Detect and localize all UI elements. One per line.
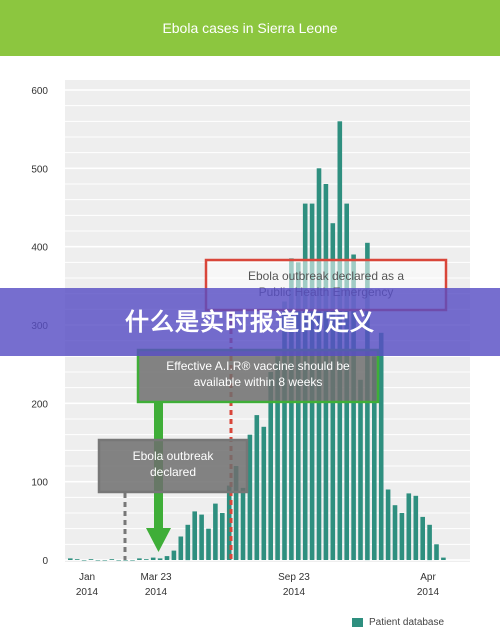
x-tick-label: Apr [420,572,436,583]
y-tick-label: 0 [42,556,48,567]
bar [392,505,398,560]
bar [358,379,363,560]
bar [81,560,87,561]
banner-text: 什么是实时报道的定义 [125,308,375,336]
bar [137,558,142,560]
x-tick-label-year: 2014 [417,587,440,598]
bar [378,332,384,560]
bar [192,511,197,560]
bar [109,559,115,560]
bar [206,528,211,560]
bar [233,466,239,560]
x-tick-label-year: 2014 [283,587,306,598]
annotation-text: Ebola outbreak [133,449,215,463]
y-tick-label: 400 [31,243,48,254]
bar [296,262,301,560]
annotation-text: Effective A.I.R® vaccine should be [166,359,350,373]
bar [441,557,446,560]
bar [68,558,73,560]
bar [282,301,287,560]
legend: Patient database [352,614,444,630]
bar [88,559,94,560]
y-tick-label: 200 [31,399,48,410]
annotation-text: declared [150,465,196,479]
x-tick-label: Sep 23 [278,572,310,583]
bar [157,558,163,560]
bar [226,485,232,560]
bar [199,514,204,560]
bar [268,372,273,560]
bar [254,415,260,560]
bar [289,258,294,560]
bar [261,426,267,560]
y-tick-label: 100 [31,478,48,489]
bar [123,560,128,561]
bar [95,560,101,561]
bar [385,489,391,560]
bar [144,559,149,560]
bar [399,513,405,560]
bar [247,434,253,560]
bar [213,503,218,560]
bar [102,560,108,561]
header: Ebola cases in Sierra Leone [0,0,500,56]
bar [171,550,177,560]
bar [74,559,80,560]
bar [116,560,121,561]
annotation-text: Ebola outbreak declared as a [248,269,404,283]
bar [427,524,432,561]
bar [434,544,439,560]
bar [150,557,156,560]
bar [275,356,280,560]
x-tick-label: Jan [79,572,95,583]
annotation-box [97,438,249,494]
arrow-head-vaccine [146,528,171,552]
annotation-text: available within 8 weeks [194,375,323,389]
x-axis-ticks: Jan 2014 Mar 23 2014 Sep 23 2014 Apr 2014 [76,572,440,598]
legend-label: Patient database [369,616,445,628]
bar [220,513,225,560]
bar [406,493,412,560]
bar [185,524,191,561]
legend-swatch [352,617,363,627]
bar [420,516,425,560]
bar [178,536,184,560]
bar [372,356,377,560]
y-tick-label: 500 [31,164,48,175]
x-tick-label-year: 2014 [76,587,99,598]
bar [164,556,170,560]
x-tick-label: Mar 23 [140,572,172,583]
x-tick-label-year: 2014 [145,587,168,598]
overlay-banner: 什么是实时报道的定义 [0,288,500,356]
bar [130,560,135,561]
bar [240,487,246,560]
chart-title: Ebola cases in Sierra Leone [162,20,338,36]
y-tick-label: 600 [31,86,48,97]
bar [351,254,356,560]
bar [413,495,419,560]
